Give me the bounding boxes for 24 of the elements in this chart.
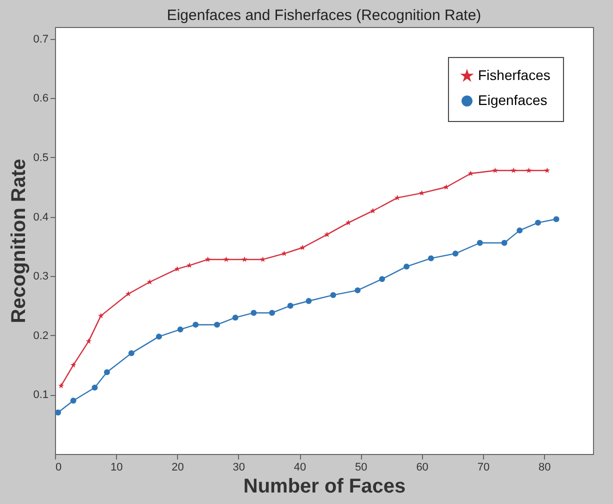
y-tick-label: 0.3 [33, 270, 48, 283]
point [242, 256, 248, 262]
x-tick-label: 60 [416, 462, 428, 474]
legend-label: Eigenfaces [478, 92, 548, 108]
x-tick-label: 80 [538, 462, 551, 474]
y-tick-label: 0.5 [33, 152, 48, 164]
y-tick-label: 0.1 [33, 389, 48, 402]
x-tick-label: 50 [355, 462, 368, 474]
y-tick-label: 0.4 [33, 211, 48, 224]
x-tick-label: 40 [294, 462, 306, 474]
x-tick-label: 0 [56, 462, 62, 474]
chart-title: Eigenfaces and Fisherfaces (Recognition Rate) [166, 7, 482, 24]
y-tick-label: 0.2 [33, 330, 48, 342]
point [510, 168, 516, 173]
legend-label: Fisherfaces [478, 67, 550, 83]
point [324, 232, 330, 237]
x-tick-label: 70 [477, 462, 490, 474]
y-tick-label: 0.6 [33, 92, 48, 105]
y-tick-label: 0.7 [33, 33, 48, 46]
x-tick-label: 20 [172, 462, 184, 474]
x-axis-title: Number of Faces [243, 476, 406, 498]
y-axis-title: Recognition Rate [8, 158, 30, 324]
x-tick-label: 10 [110, 462, 123, 474]
x-tick-label: 30 [232, 462, 246, 474]
